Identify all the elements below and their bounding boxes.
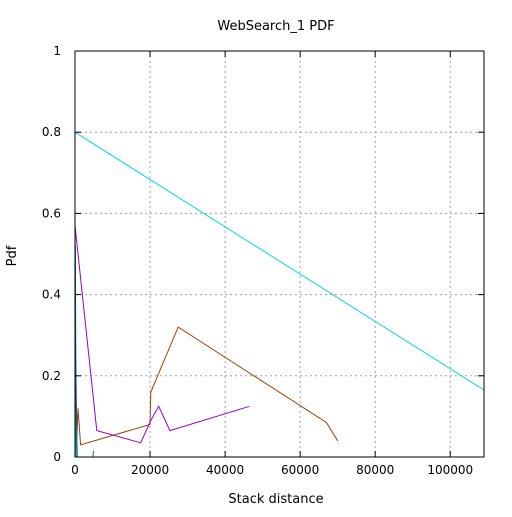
y-tick-label: 0.8 <box>42 125 61 139</box>
series-line-1 <box>74 131 485 391</box>
x-tick-label: 0 <box>71 463 79 477</box>
y-axis-label: Pdf <box>5 245 20 266</box>
y-tick-label: 1 <box>53 44 61 58</box>
y-tick-label: 0 <box>53 450 61 464</box>
series-line-2 <box>75 326 339 446</box>
x-tick-label: 60000 <box>281 463 319 477</box>
y-tick-label: 0.6 <box>42 206 61 220</box>
grid-lines <box>75 51 484 457</box>
series-line-3 <box>74 225 250 444</box>
plot-frame <box>74 50 485 458</box>
x-tick-label: 20000 <box>131 463 169 477</box>
y-tick-label: 0.2 <box>42 369 61 383</box>
chart-title: WebSearch_1 PDF <box>217 19 334 34</box>
x-axis-label: Stack distance <box>228 492 323 507</box>
x-tick-label: 100000 <box>427 463 473 477</box>
x-tick-label: 80000 <box>356 463 394 477</box>
series-lines <box>74 131 485 458</box>
y-tick-label: 0.4 <box>42 288 61 302</box>
axis-ticks: 0 20000 40000 60000 80000 100000 0 0.2 0.4 0.6 0.8… <box>42 44 484 477</box>
x-tick-label: 40000 <box>206 463 244 477</box>
